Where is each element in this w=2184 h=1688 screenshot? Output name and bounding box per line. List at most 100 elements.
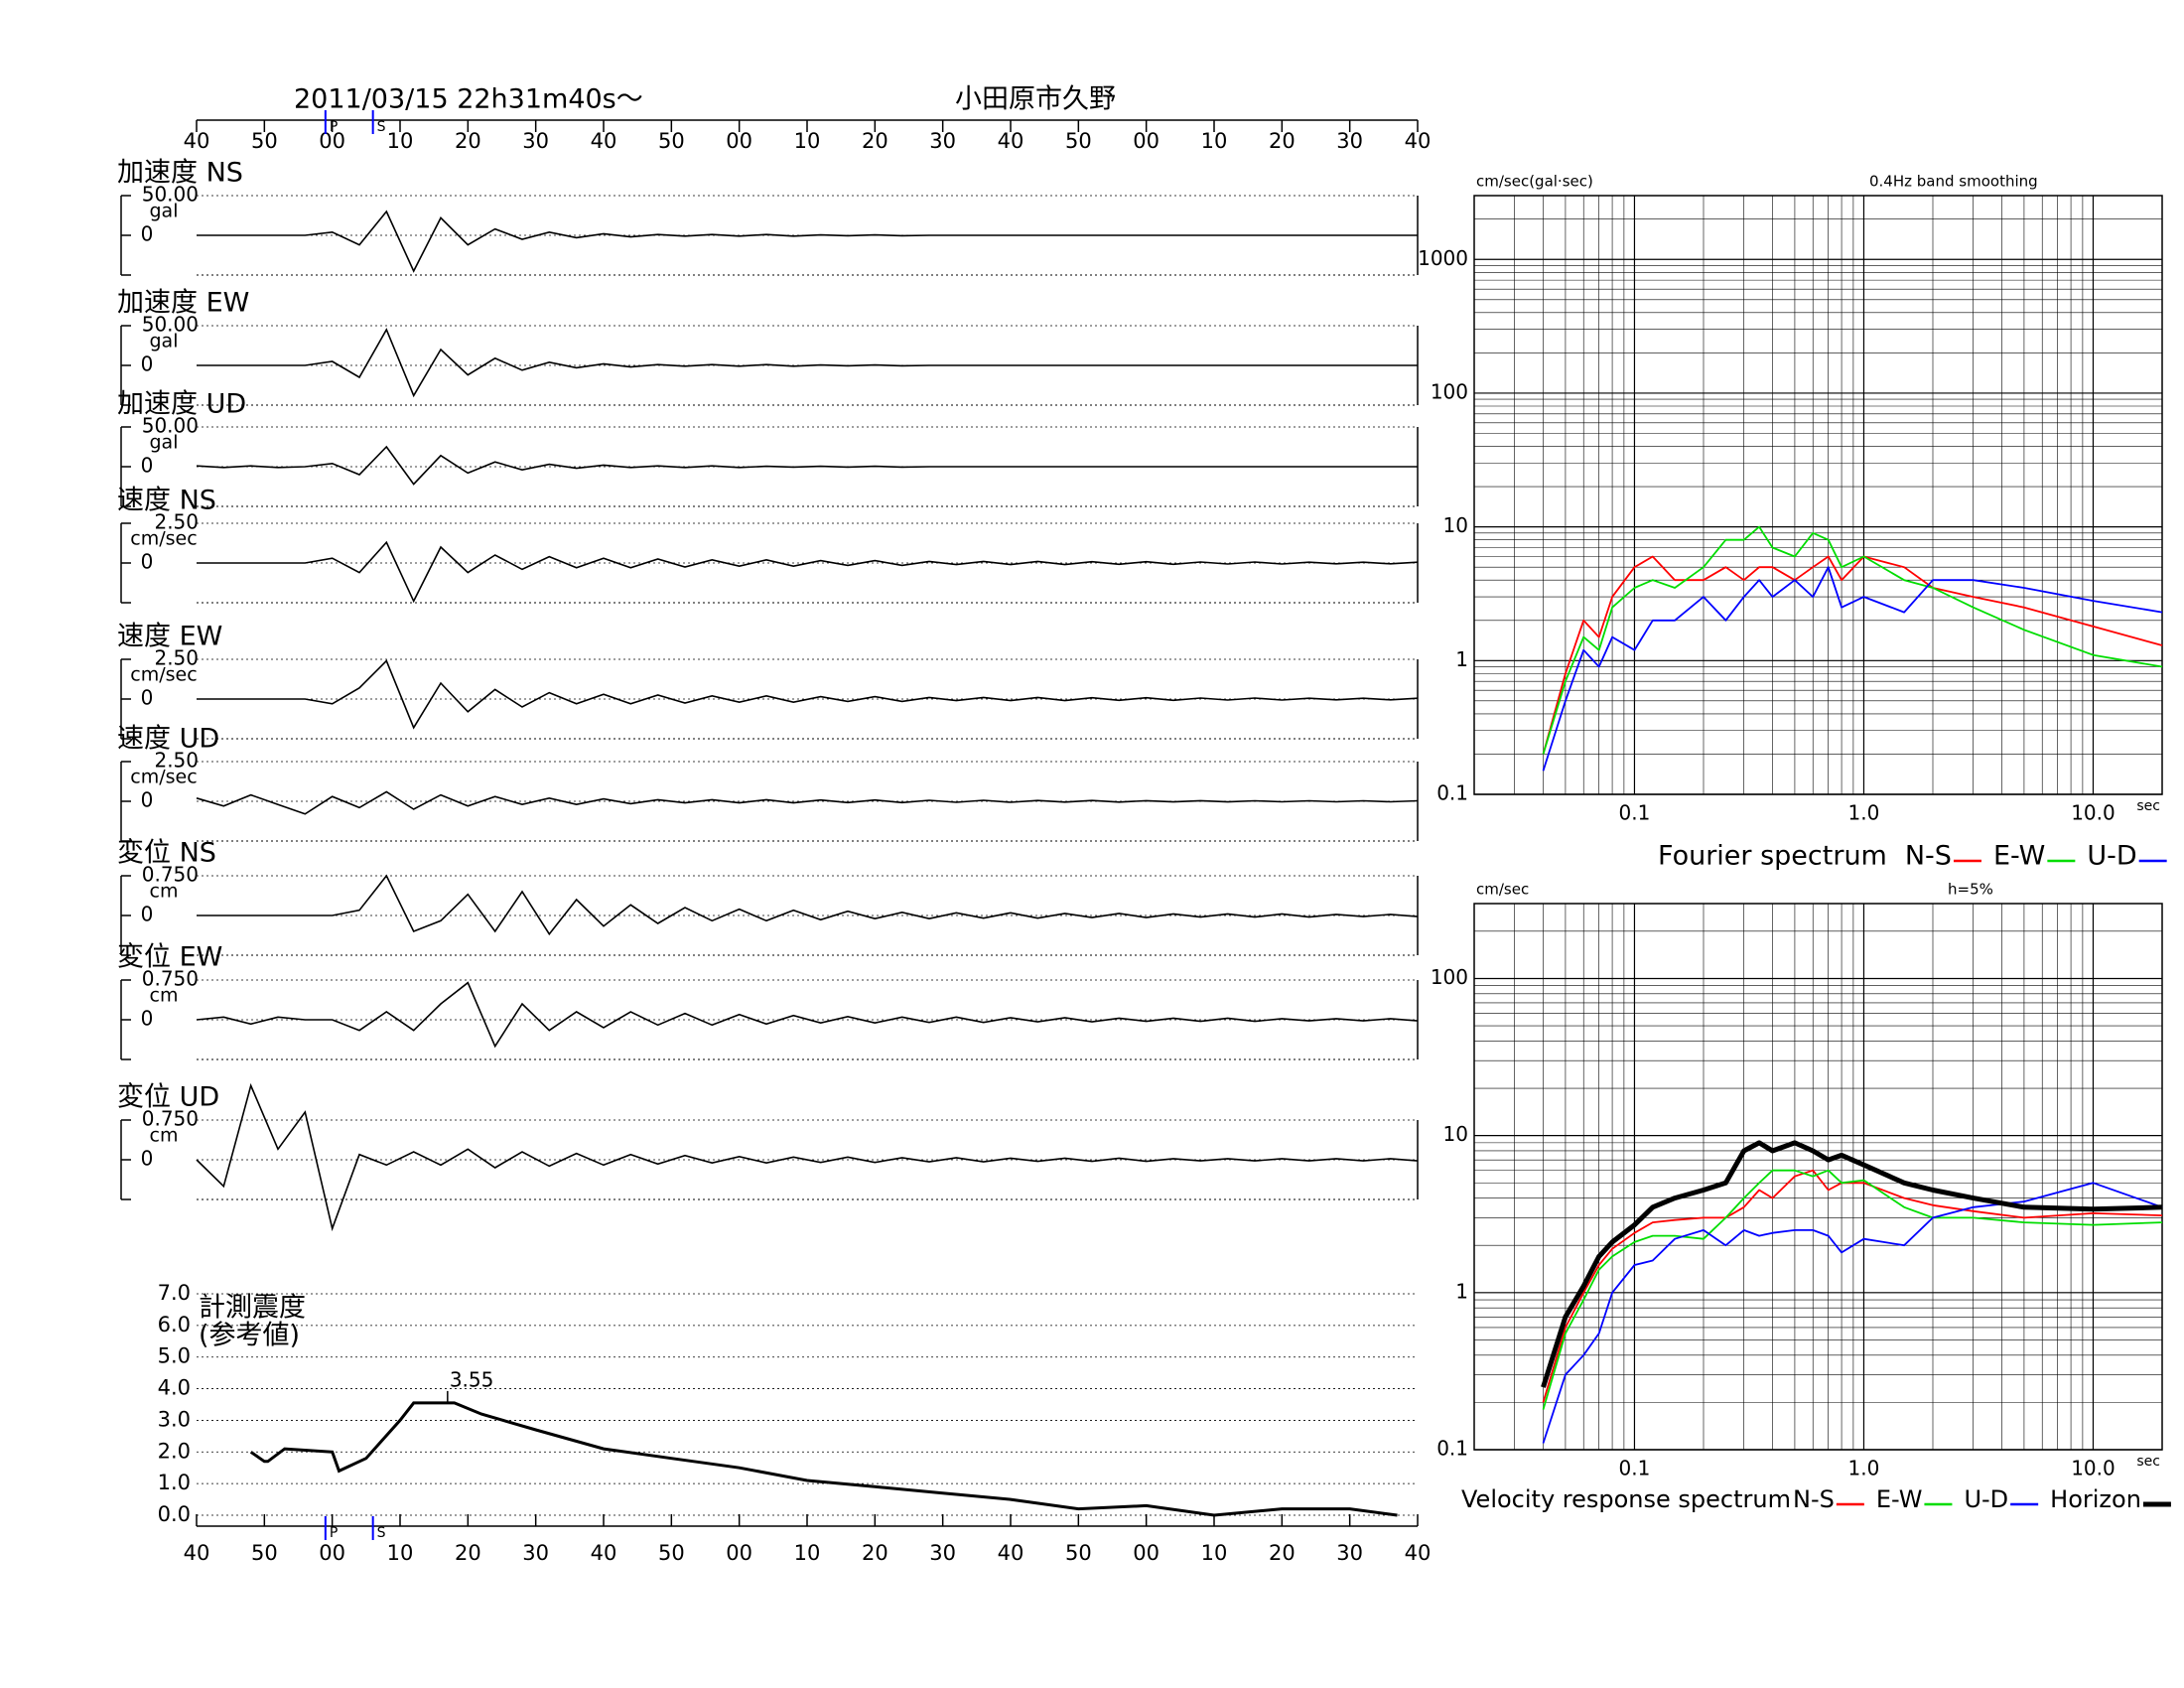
y-tick-label: 0.1 [1436, 781, 1468, 805]
y-tick-label: 0 [141, 1007, 154, 1031]
x-tick-label: 40 [591, 1541, 617, 1565]
chart-title: 計測震度 [199, 1293, 306, 1324]
x-axis-label: sec [2136, 1454, 2160, 1470]
x-tick-label: 30 [1336, 1541, 1363, 1565]
waveform [196, 445, 1418, 486]
x-tick-label: 40 [1405, 129, 1432, 153]
y-tick-label: 100 [1431, 965, 1468, 989]
peak-label: 3.55 [450, 1367, 494, 1391]
y-tick-label: 100 [1431, 379, 1468, 403]
y-tick-label: 0 [141, 903, 154, 926]
x-tick-label: 00 [1133, 129, 1160, 153]
legend-label: N-S [1905, 841, 1952, 872]
y-tick-label: 2.50 [154, 749, 199, 773]
y-tick-label: 2.50 [154, 510, 199, 534]
waveform [197, 659, 1419, 730]
waveform [196, 981, 1419, 1049]
panel-title: 速度 NS [117, 486, 216, 516]
x-tick-label: 30 [522, 1541, 549, 1565]
y-tick-label: 10 [1443, 1122, 1468, 1146]
y-tick-label: 6.0 [158, 1313, 191, 1336]
x-tick-label: 40 [591, 129, 617, 153]
x-tick-label: 0.1 [1619, 801, 1651, 825]
unit-label: gal [150, 201, 179, 222]
waveform [196, 1082, 1419, 1232]
y-axis-label: cm/sec(gal·sec) [1476, 173, 1593, 191]
x-tick-label: 50 [658, 129, 685, 153]
y-tick-label: 0.750 [142, 967, 199, 991]
x-tick-label: 50 [658, 1541, 685, 1565]
spectrum-line [1542, 566, 2163, 772]
y-tick-label: 0.1 [1436, 1437, 1468, 1461]
x-tick-label: 10.0 [2071, 801, 2116, 825]
chart-subtitle: 0.4Hz band smoothing [1869, 173, 2038, 191]
legend-label: U-D [2087, 841, 2136, 872]
legend-label: E-W [1993, 841, 2045, 872]
y-tick-label: 0 [141, 352, 154, 376]
x-tick-label: 20 [455, 1541, 481, 1565]
x-tick-label: 00 [319, 129, 345, 153]
unit-label: gal [150, 432, 179, 454]
x-tick-label: 40 [998, 129, 1024, 153]
unit-label: cm [150, 881, 179, 903]
x-tick-label: 50 [1065, 1541, 1092, 1565]
waveform [197, 874, 1419, 936]
x-tick-label: 1.0 [1848, 801, 1880, 825]
waveform [196, 790, 1419, 815]
x-tick-label: 10 [794, 1541, 821, 1565]
x-tick-label: 10 [794, 129, 821, 153]
y-tick-label: 0 [141, 686, 154, 710]
waveform [197, 328, 1418, 398]
x-tick-label: 0.1 [1619, 1457, 1651, 1480]
panel-title: 速度 EW [117, 622, 222, 652]
legend-label: N-S [1793, 1485, 1835, 1513]
spectrum-line [1542, 1169, 2163, 1410]
chart-subtitle: h=5% [1948, 881, 1993, 899]
y-tick-label: 10 [1443, 513, 1468, 537]
x-tick-label: 1.0 [1848, 1457, 1880, 1480]
legend-label: E-W [1876, 1485, 1923, 1513]
panel-title: 変位 UD [117, 1082, 219, 1113]
unit-label: cm [150, 985, 179, 1007]
waveform [197, 210, 1418, 273]
y-axis-label: cm/sec [1476, 881, 1529, 899]
y-tick-label: 0 [141, 1147, 154, 1171]
x-tick-label: 20 [455, 129, 481, 153]
y-tick-label: 1 [1455, 647, 1468, 671]
y-tick-label: 50.00 [142, 414, 199, 438]
y-tick-label: 2.50 [154, 646, 199, 670]
spectrum-line [1542, 1169, 2163, 1403]
x-tick-label: 20 [862, 129, 888, 153]
y-tick-label: 5.0 [158, 1344, 191, 1368]
y-tick-label: 1000 [1418, 246, 1468, 270]
x-tick-label: 40 [184, 129, 210, 153]
x-tick-label: 10 [387, 129, 414, 153]
x-tick-label: 10 [1201, 1541, 1228, 1565]
y-tick-label: 0 [141, 454, 154, 478]
chart-subtitle: (参考値) [199, 1321, 300, 1351]
y-tick-label: 0 [141, 222, 154, 246]
phase-label: S [377, 1525, 386, 1541]
spectrum-line [1541, 1140, 2163, 1388]
y-tick-label: 1 [1455, 1279, 1468, 1303]
y-tick-label: 1.0 [158, 1471, 191, 1494]
intensity-line [249, 1401, 1398, 1517]
x-tick-label: 00 [319, 1541, 345, 1565]
spectrum-line [1542, 525, 2163, 755]
panel-title: 加速度 NS [117, 158, 243, 189]
x-tick-label: 10.0 [2071, 1457, 2116, 1480]
panel-title: 変位 EW [117, 942, 222, 973]
x-tick-label: 40 [184, 1541, 210, 1565]
y-tick-label: 0 [141, 788, 154, 812]
spectrum-line [1542, 1182, 2163, 1444]
x-tick-label: 40 [998, 1541, 1024, 1565]
x-tick-label: 10 [387, 1541, 414, 1565]
chart-title: 2011/03/15 22h31m40s〜 [294, 84, 643, 115]
y-tick-label: 3.0 [158, 1407, 191, 1431]
unit-label: cm/sec [130, 528, 197, 550]
unit-label: cm/sec [130, 767, 197, 788]
legend-title: Velocity response spectrum [1461, 1485, 1791, 1513]
station-name: 小田原市久野 [955, 84, 1116, 115]
panel-title: 加速度 UD [117, 389, 246, 420]
